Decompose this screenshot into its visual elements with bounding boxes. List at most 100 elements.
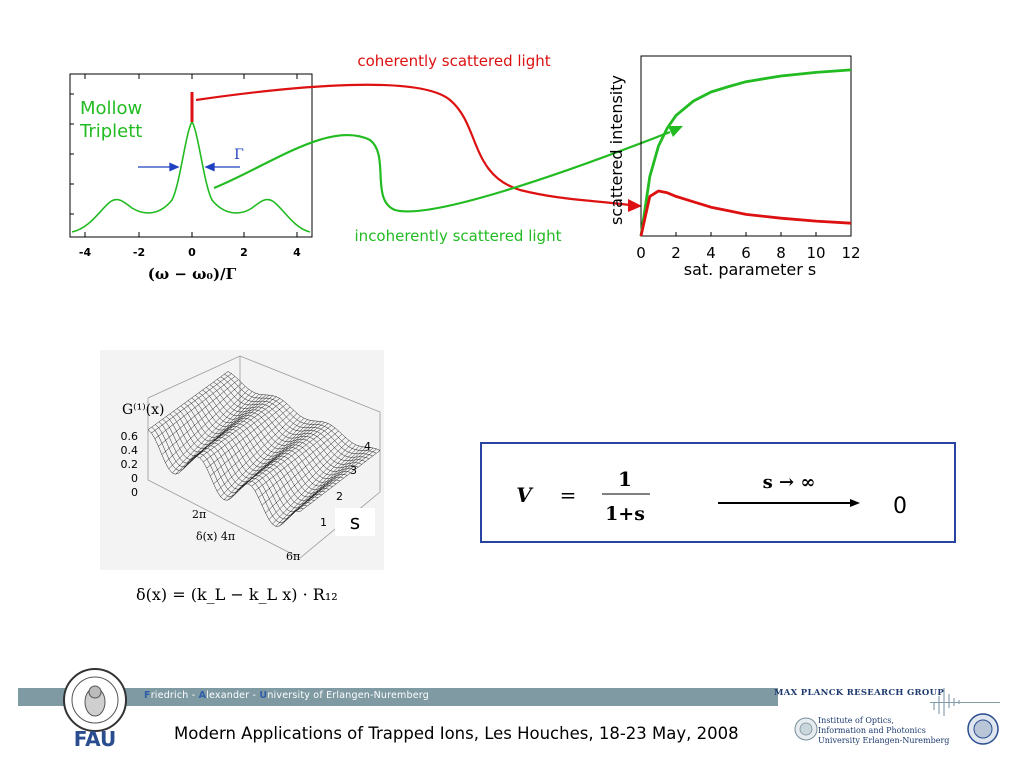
mesh-line: [251, 425, 332, 487]
mesh-line: [196, 396, 277, 457]
mesh-line: [268, 440, 350, 520]
surface-formula: δ(x) = (k_L − k_L x) · R₁₂: [136, 585, 338, 604]
mesh-line: [261, 434, 343, 506]
mesh-line: [192, 395, 274, 458]
saturation-ylabel: scattered intensity: [607, 75, 626, 225]
mollow-tick-label: 2: [240, 246, 248, 259]
surface-z-tick: 0.4: [121, 444, 139, 457]
incoherent-connector-curve: [213, 130, 671, 213]
mesh-line: [299, 450, 381, 512]
university-name: Friedrich - Alexander - University of Er…: [144, 690, 429, 701]
visibility-equals: =: [560, 483, 577, 507]
saturation-x-tick-label: 2: [671, 244, 681, 262]
mollow-ticks: [70, 74, 298, 237]
visibility-lhs: V: [516, 483, 534, 507]
mesh-line: [203, 400, 284, 463]
saturation-chart: scattered intensity sat. parameter s 0 2 4…: [607, 55, 861, 279]
mesh-line: [199, 398, 280, 459]
mesh-line: [241, 421, 322, 487]
surface-mesh: [147, 371, 381, 527]
mesh-line: [185, 394, 267, 466]
mpg-label: MAX PLANCK RESEARCH GROUP: [774, 688, 945, 698]
mollow-xlabel: (ω − ω₀)/Γ: [148, 265, 237, 283]
coherent-arrowhead: [628, 199, 642, 212]
mesh-line: [220, 415, 301, 497]
mesh-line: [227, 419, 308, 501]
incoherent-intensity-line: [639, 68, 852, 237]
limit-arrowhead: [850, 499, 860, 507]
mesh-line: [292, 447, 374, 513]
surface-x-tick: 2π: [192, 508, 206, 521]
mesh-line: [265, 437, 346, 514]
surface-z-tick: 0.6: [121, 430, 139, 443]
signal-glyph: [933, 688, 960, 716]
visibility-formula: V = 1 1+s s → ∞ 0: [516, 467, 907, 525]
surface-s-tick: 4: [364, 440, 371, 453]
institute-logo: [794, 717, 818, 741]
top-figure: -4 -2 0 2 4 (ω − ω₀)/Γ Γ Mollow Triplett…: [69, 52, 861, 283]
surface-z-tick: 0: [131, 472, 138, 485]
mesh-line: [151, 373, 232, 434]
incoherent-annotation: incoherently scattered light: [355, 227, 562, 245]
mesh-line: [279, 445, 360, 527]
saturation-xlabel: sat. parameter s: [684, 260, 816, 279]
mollow-tick-label: -4: [79, 246, 92, 259]
surface-x-tick: δ(x) 4π: [196, 530, 235, 543]
mesh-line: [248, 423, 329, 485]
mollow-frame: [69, 73, 313, 238]
mesh-line: [234, 420, 315, 495]
mesh-line: [216, 413, 298, 492]
mesh-line: [206, 403, 287, 469]
mesh-line: [272, 442, 353, 525]
fau-wordmark: FAU: [74, 727, 116, 750]
limit-result: 0: [893, 494, 907, 519]
mollow-label-line1: Mollow: [80, 98, 142, 119]
visibility-box: V = 1 1+s s → ∞ 0: [480, 442, 956, 543]
mesh-line: [154, 376, 236, 439]
mollow-tick-label: -2: [133, 246, 145, 259]
surface-s-label: s: [335, 508, 375, 536]
saturation-x-tick-label: 0: [636, 244, 646, 262]
mollow-label-line2: Triplett: [79, 121, 142, 142]
mesh-line: [168, 389, 249, 470]
footer-band: [18, 688, 778, 706]
mesh-line: [275, 444, 356, 527]
mesh-line: [223, 418, 305, 500]
saturation-x-tick-label: 6: [741, 244, 751, 262]
surface-s-tick: 3: [350, 464, 357, 477]
coherent-intensity-line: [639, 189, 852, 237]
linewidth-arrows: [138, 162, 240, 172]
mesh-line: [172, 391, 253, 474]
coherent-connector-curve: [195, 83, 631, 207]
incoherent-arrowhead: [668, 126, 683, 137]
mesh-line: [182, 394, 263, 470]
fau-logo: FAU: [63, 668, 127, 750]
surface-z-tick: 0.2: [121, 458, 139, 471]
saturation-x-tick-label: 4: [706, 244, 716, 262]
saturation-x-tick-label: 12: [841, 244, 860, 262]
fraction-numerator: 1: [618, 467, 632, 491]
mesh-line: [147, 371, 229, 430]
gamma-symbol: Γ: [234, 147, 244, 163]
surface-s-tick: 1: [320, 516, 327, 529]
mesh-line: [244, 422, 325, 485]
surface-figure: G⁽¹⁾(x) 0.6 0.4 0.2 0 0 2π δ(x) 4π 6π 1 …: [100, 350, 384, 604]
mesh-line: [296, 448, 377, 512]
mpg-seal: [967, 713, 999, 745]
mesh-line: [210, 406, 291, 477]
mesh-line: [258, 430, 339, 498]
coherent-annotation: coherently scattered light: [357, 52, 550, 70]
surface-zlabel: G⁽¹⁾(x): [122, 402, 165, 418]
mesh-line: [213, 410, 294, 485]
mesh-line: [254, 427, 336, 492]
surface-x-tick: 6π: [286, 550, 300, 563]
conference-title: Modern Applications of Trapped Ions, Les…: [174, 724, 739, 743]
surface-s-tick: 2: [336, 490, 343, 503]
mesh-line: [161, 382, 242, 455]
mollow-tick-label: 0: [188, 246, 196, 259]
saturation-x-tick-label: 8: [776, 244, 786, 262]
mollow-tick-label: 4: [293, 246, 301, 259]
mesh-line: [165, 386, 246, 463]
institute-name: Institute of Optics, Information and Pho…: [818, 716, 950, 745]
mesh-line: [175, 393, 256, 475]
